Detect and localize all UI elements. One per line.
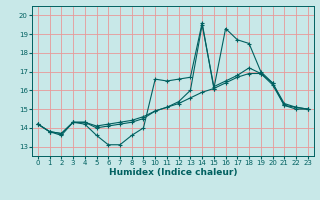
X-axis label: Humidex (Indice chaleur): Humidex (Indice chaleur) bbox=[108, 168, 237, 177]
